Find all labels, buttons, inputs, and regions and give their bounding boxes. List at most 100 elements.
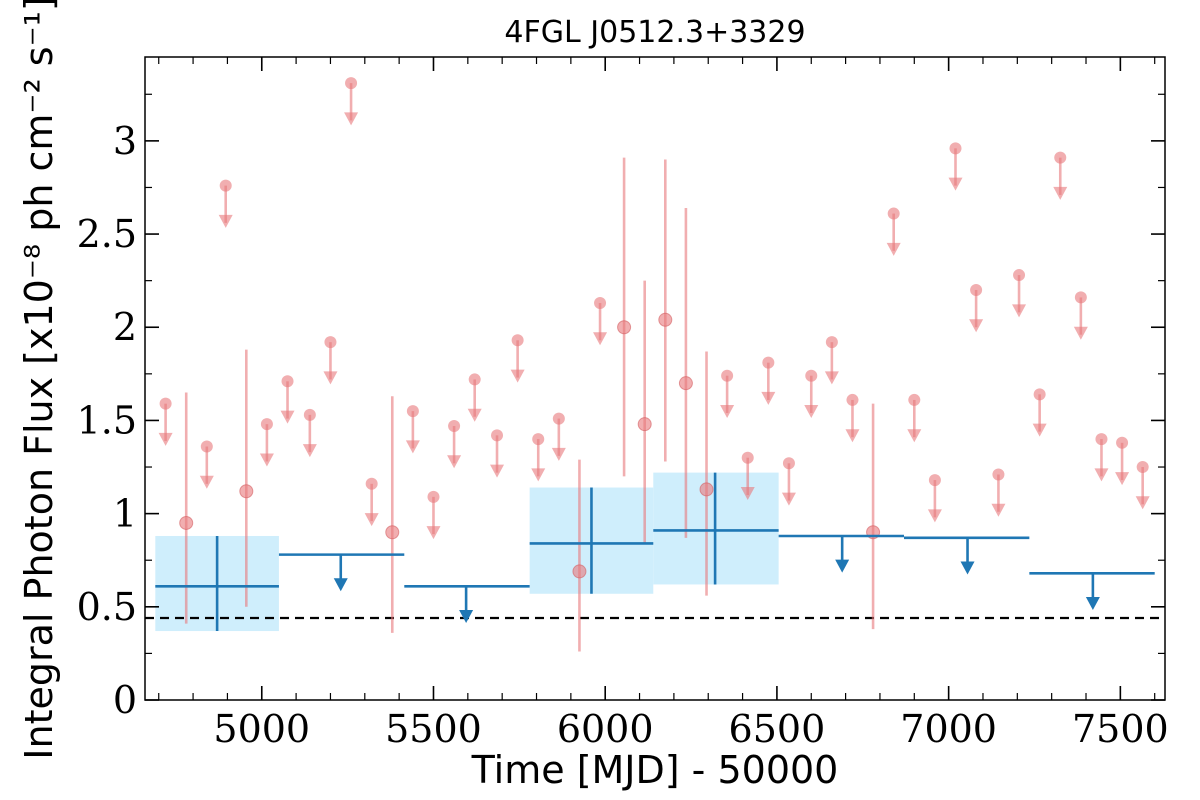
fine-upper-limit-18 [720,369,735,418]
fine-upper-limit-15 [531,433,546,482]
upper-limit-arrowhead [835,559,850,573]
upper-limit-marker [491,429,504,442]
y-tick-label: 2 [113,305,137,349]
fine-upper-limit-37 [1135,461,1150,510]
upper-limit-marker [970,283,983,296]
fine-detection-point-5 [637,417,652,432]
x-tick-label: 5000 [213,707,310,751]
fine-upper-limit-24 [845,393,860,443]
upper-limit-marker [928,474,941,487]
fine-detection-point-6 [658,312,673,327]
fine-detection-point-1 [239,484,254,499]
fine-upper-limit-27 [927,474,942,523]
upper-limit-marker [721,369,734,382]
fine-upper-limit-4 [280,375,295,424]
coarse-upper-limit-0 [278,553,405,592]
upper-limit-arrowhead [405,440,420,454]
fine-upper-limit-10 [426,490,441,540]
upper-limit-marker [281,375,294,388]
fine-upper-limit-5 [302,408,317,458]
upper-limit-marker [1095,433,1108,446]
upper-limit-arrowhead [1115,472,1130,486]
upper-limit-arrowhead [323,371,338,385]
upper-limit-arrowhead [720,404,735,418]
x-tick-label: 7000 [900,707,997,751]
upper-limit-arrowhead [302,444,317,458]
y-tick-label: 1 [113,492,137,536]
coarse-upper-limit-4 [1029,571,1155,610]
fine-detection-point-3 [572,564,587,579]
fine-upper-limit-33 [1053,151,1068,200]
upper-limit-marker [448,420,461,433]
upper-limit-marker [159,397,172,410]
fine-upper-limit-13 [490,429,505,478]
upper-limit-arrowhead [344,112,359,126]
upper-limit-marker [1054,151,1067,164]
y-tick-label: 2.5 [77,212,137,256]
fine-detection-point-2 [385,525,400,540]
fine-upper-limit-17 [593,297,608,346]
fine-upper-limit-34 [1073,291,1088,340]
upper-limit-arrowhead [333,578,348,592]
fine-upper-limit-11 [447,420,462,469]
fine-upper-limit-28 [948,142,963,191]
upper-limit-marker [908,393,921,406]
coarse-detection-2 [653,472,779,585]
upper-limit-marker [406,405,419,418]
fine-upper-limit-29 [969,283,984,333]
fine-upper-limit-35 [1094,433,1109,482]
fine-upper-limit-25 [886,207,901,256]
upper-limit-marker [468,373,481,386]
upper-limit-marker [762,356,775,369]
fine-upper-limit-7 [344,77,359,126]
fine-upper-limit-22 [804,369,819,418]
upper-limit-arrowhead [1094,468,1109,482]
fine-upper-limit-16 [551,412,566,461]
x-tick-label: 7500 [1072,707,1169,751]
y-tick-label: 0 [113,678,137,722]
fine-upper-limit-20 [761,356,776,405]
upper-limit-arrowhead [531,468,546,482]
upper-limit-arrowhead [158,432,173,446]
upper-limit-arrowhead [824,371,839,385]
y-axis-label: Integral Photon Flux [x10⁻⁸ ph cm⁻² s⁻¹] [17,0,61,760]
upper-limit-arrowhead [761,391,776,405]
upper-limit-arrowhead [280,410,295,424]
upper-limit-arrowhead [551,447,566,461]
fine-upper-limit-31 [1012,269,1027,318]
x-tick-label: 6500 [729,707,826,751]
upper-limit-marker [324,336,337,349]
x-tick-label: 6000 [557,707,654,751]
upper-limit-marker [949,142,962,155]
fine-detection-point-8 [699,482,714,497]
upper-limit-arrowhead [781,492,796,506]
coarse-upper-limit-2 [778,534,904,573]
upper-limit-arrowhead [259,453,274,467]
upper-limit-arrowhead [969,319,984,333]
upper-limit-marker [846,393,859,406]
upper-limit-marker [805,369,818,382]
upper-limit-arrowhead [907,429,922,443]
fine-upper-limit-12 [467,373,482,422]
fine-detection-point-7 [678,376,693,391]
upper-limit-marker [887,207,900,220]
plot-frame [144,56,1166,701]
upper-limit-marker [345,77,358,90]
fine-upper-limit-21 [781,457,796,506]
upper-limit-arrowhead [845,429,860,443]
upper-limit-arrowhead [593,332,608,346]
upper-limit-marker [782,457,795,470]
upper-limit-marker [260,418,273,431]
upper-limit-arrowhead [447,455,462,469]
upper-limit-arrowhead [364,513,379,527]
upper-limit-marker [511,334,524,347]
x-axis-label: Time [MJD] - 50000 [471,748,839,792]
plot-area [145,77,1165,652]
upper-limit-arrowhead [948,177,963,191]
chart-title: 4FGL J0512.3+3329 [504,15,805,50]
coarse-detection-0 [155,535,279,632]
y-tick-label: 3 [113,119,137,163]
coarse-upper-limit-1 [404,585,530,623]
upper-limit-arrowhead [510,369,525,383]
